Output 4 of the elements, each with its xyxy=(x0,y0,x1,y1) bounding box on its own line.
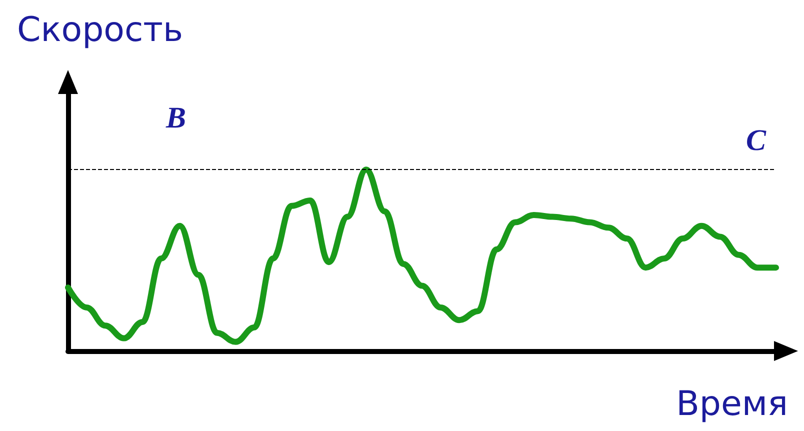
ref-line-label: C xyxy=(746,124,767,158)
chart-title: Скорость xyxy=(17,10,183,50)
text: B xyxy=(165,102,186,134)
x-axis-title: Время xyxy=(676,384,788,424)
